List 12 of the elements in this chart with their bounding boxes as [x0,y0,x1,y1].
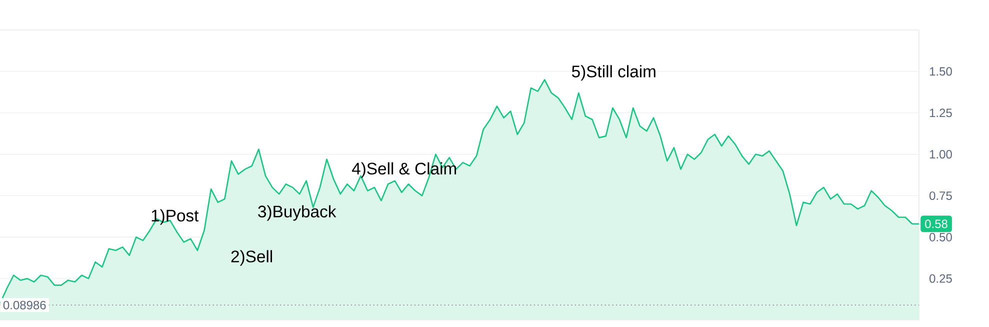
y-tick-label: 1.50 [930,67,952,76]
y-tick-label: 1.25 [930,108,952,118]
y-tick-label: 0.50 [930,232,952,242]
y-tick-label: 0.25 [930,274,952,283]
y-tick-label: 1.00 [930,150,952,159]
y-tick-label: 0.75 [930,191,952,200]
annotation: 3)Buyback [258,205,336,221]
annotation: 0.58 [925,220,948,228]
annotation: 1)Post [152,209,199,225]
annotation: 2)Sell [231,250,272,266]
annotation: 5)Still claim [572,65,656,81]
ref-line-label: 0.08986 [3,300,46,310]
